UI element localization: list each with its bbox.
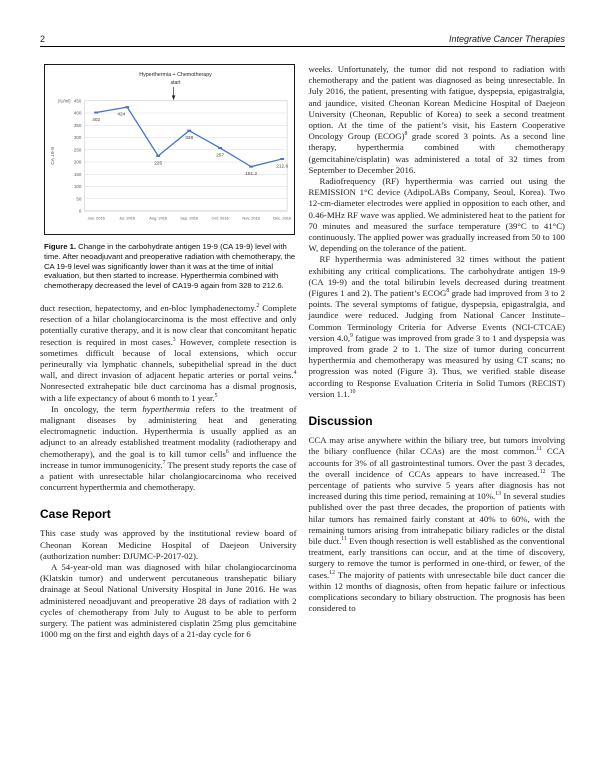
journal-page: 2 Integrative Cancer Therapies 0 50 100 150… <box>40 34 565 640</box>
svg-text:CA 19-9: CA 19-9 <box>50 147 56 165</box>
running-header: 2 Integrative Cancer Therapies <box>40 34 565 47</box>
svg-text:181.2: 181.2 <box>245 171 257 177</box>
journal-title: Integrative Cancer Therapies <box>448 34 565 44</box>
page-number: 2 <box>40 34 46 44</box>
left-column: 0 50 100 150 200 250 300 350 400 450 Jan. 2016 Jul.… <box>40 64 297 640</box>
svg-text:300: 300 <box>74 135 82 140</box>
section-heading-case-report: Case Report <box>40 507 111 522</box>
figure-1-box: 0 50 100 150 200 250 300 350 400 450 Jan. 2016 Jul.… <box>44 64 295 235</box>
svg-text:Nov. 2016: Nov. 2016 <box>242 215 260 220</box>
svg-text:Jul. 2016: Jul. 2016 <box>119 215 136 220</box>
paragraph: This case study was approved by the inst… <box>40 528 297 561</box>
svg-text:150: 150 <box>74 172 82 177</box>
svg-text:Aug. 2016: Aug. 2016 <box>149 215 168 220</box>
svg-text:400: 400 <box>74 111 82 116</box>
two-column-body: 0 50 100 150 200 250 300 350 400 450 Jan. 2016 Jul.… <box>40 64 565 640</box>
section-heading-discussion: Discussion <box>308 414 373 429</box>
svg-text:328: 328 <box>185 135 193 141</box>
svg-text:(IU/ml): (IU/ml) <box>58 98 71 103</box>
svg-text:424: 424 <box>117 112 125 118</box>
figure-1-caption: Figure 1. Change in the carbohydrate ant… <box>44 242 296 291</box>
svg-text:212.6: 212.6 <box>276 163 288 169</box>
svg-text:0: 0 <box>79 209 82 214</box>
svg-text:Dec. 2016: Dec. 2016 <box>273 215 292 220</box>
paragraph: A 54-year-old man was diagnosed with hil… <box>40 562 297 640</box>
svg-text:450: 450 <box>74 98 82 103</box>
svg-text:250: 250 <box>74 147 82 152</box>
paragraph: RF hyperthermia was administered 32 time… <box>308 254 566 399</box>
svg-text:Hyperthermia + Chemotherapy: Hyperthermia + Chemotherapy <box>139 72 212 78</box>
svg-text:257: 257 <box>216 152 224 158</box>
svg-text:350: 350 <box>74 123 82 128</box>
right-column: weeks. Unfortunately, the tumor did not … <box>309 64 566 640</box>
svg-text:50: 50 <box>76 196 82 201</box>
ca19-9-line-chart: 0 50 100 150 200 250 300 350 400 450 Jan. 2016 Jul.… <box>50 72 292 220</box>
svg-text:225: 225 <box>154 160 162 166</box>
paragraph: CCA may arise anywhere within the biliar… <box>308 435 566 614</box>
paragraph: duct resection, hepatectomy, and en-bloc… <box>40 302 297 403</box>
svg-text:402: 402 <box>92 117 100 123</box>
svg-text:Jan. 2016: Jan. 2016 <box>88 215 106 220</box>
paragraph: In oncology, the term hyperthermia refer… <box>40 403 297 493</box>
svg-text:100: 100 <box>74 184 82 189</box>
svg-text:200: 200 <box>74 160 82 165</box>
svg-text:start: start <box>171 80 182 86</box>
svg-text:Sep. 2016: Sep. 2016 <box>180 215 199 220</box>
paragraph: Radiofrequency (RF) hyperthermia was car… <box>308 176 566 254</box>
paragraph: weeks. Unfortunately, the tumor did not … <box>308 64 566 175</box>
svg-text:Oct. 2016: Oct. 2016 <box>212 215 230 220</box>
